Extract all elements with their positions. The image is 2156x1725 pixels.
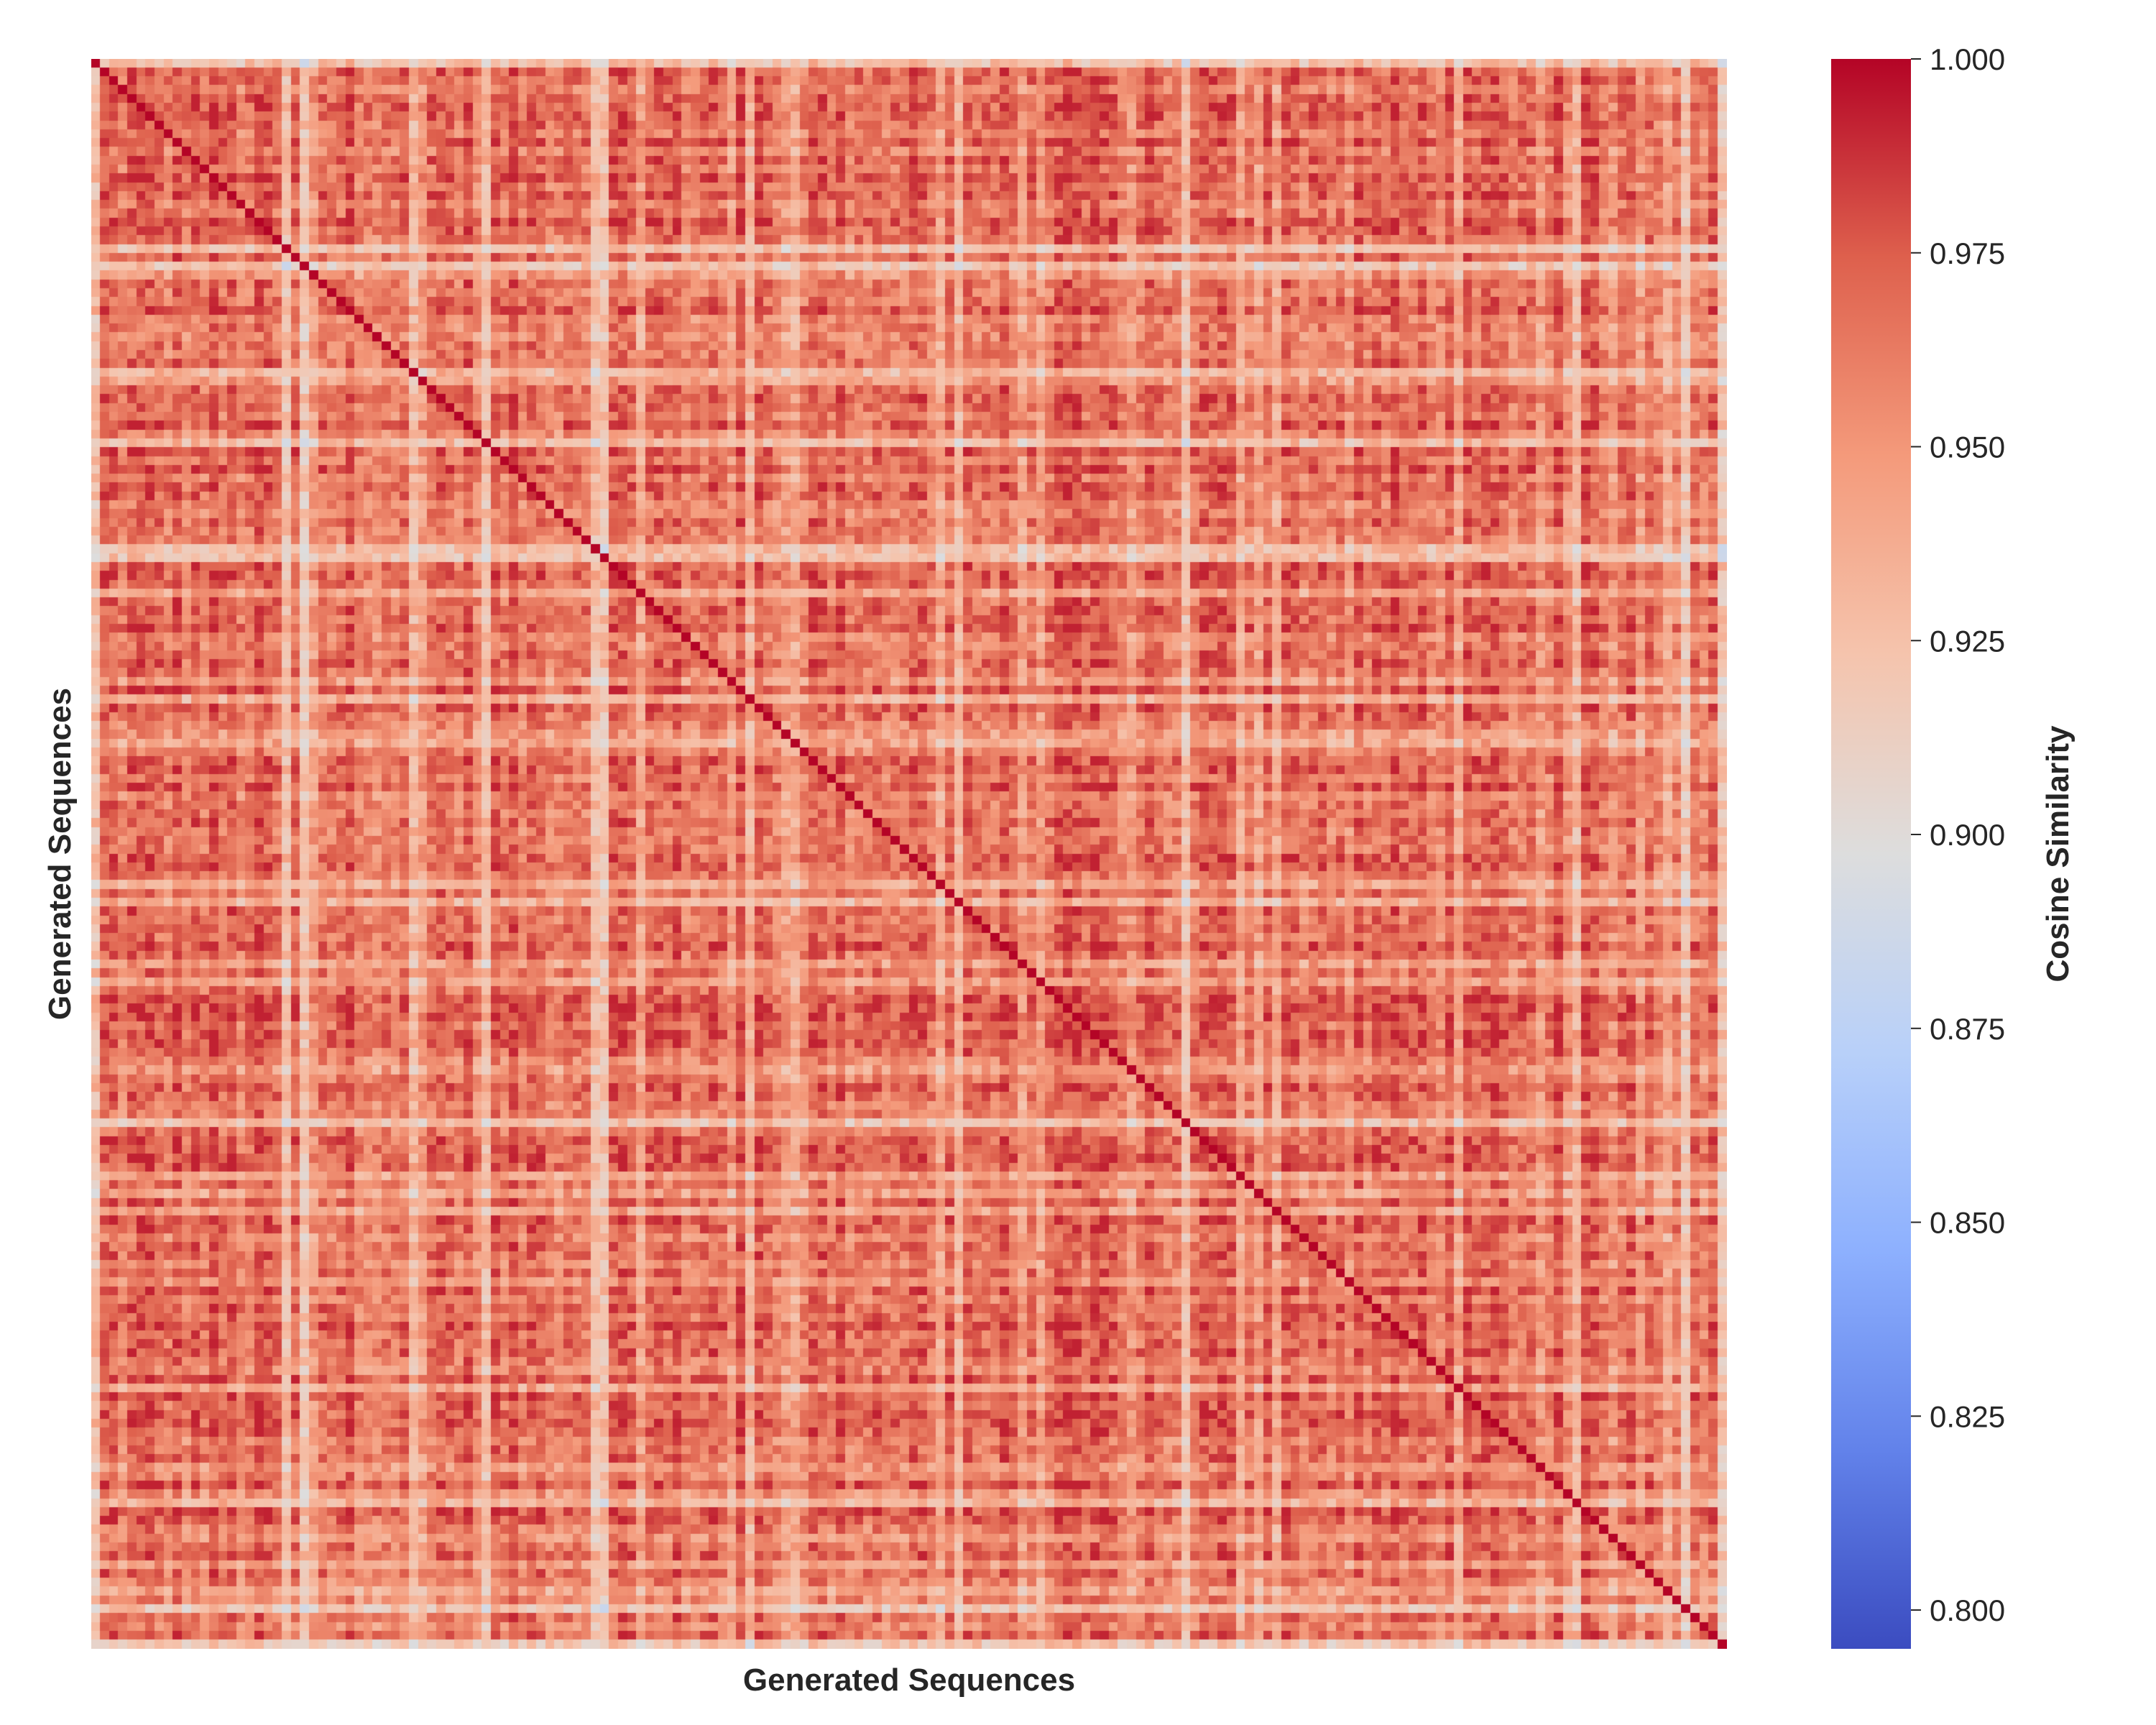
colorbar-tick-label: 0.875 — [1930, 1012, 2005, 1046]
colorbar-tick-label: 0.975 — [1930, 236, 2005, 270]
y-axis-label: Generated Sequences — [42, 688, 78, 1020]
colorbar-tick-label: 0.850 — [1930, 1206, 2005, 1240]
colorbar — [1831, 59, 1911, 1649]
x-axis-label: Generated Sequences — [743, 1662, 1075, 1698]
colorbar-tick-label: 1.000 — [1930, 42, 2005, 76]
colorbar-tick-label: 0.950 — [1930, 431, 2005, 464]
colorbar-ticks: 0.800 0.825 0.850 0.875 0.900 0.925 0.950 0.975… — [1911, 42, 2005, 1627]
colorbar-label: Cosine Similarity — [2040, 725, 2076, 983]
colorbar-tick-label: 0.825 — [1930, 1399, 2005, 1433]
heatmap-cells — [91, 59, 1727, 1649]
colorbar-tick-label: 0.800 — [1930, 1593, 2005, 1627]
colorbar-tick-label: 0.900 — [1930, 818, 2005, 852]
colorbar-tick-label: 0.925 — [1930, 624, 2005, 658]
